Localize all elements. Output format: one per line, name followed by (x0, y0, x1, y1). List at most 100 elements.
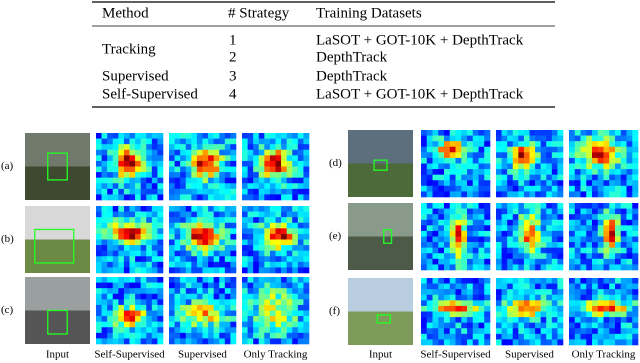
heatmap-cell (557, 311, 564, 318)
input-image (25, 277, 90, 344)
heatmap-cell (615, 208, 622, 215)
heatmap-cell (478, 163, 485, 170)
heatmap-cell (478, 339, 485, 346)
heatmap-cell (597, 185, 604, 192)
heatmap-cell (275, 166, 282, 173)
heatmap-cell (467, 253, 474, 260)
heatmap-cell (140, 228, 147, 235)
heatmap-cell (258, 261, 265, 268)
heatmap-cell (518, 180, 525, 187)
heatmap-cell (157, 293, 164, 300)
heatmap-cell (213, 256, 220, 263)
heatmap-cell (478, 174, 485, 181)
heatmap-cell (444, 236, 451, 243)
heatmap-cell (592, 230, 599, 237)
heatmap-cell (112, 183, 119, 190)
heatmap-cell (484, 135, 491, 142)
heatmap-cell (438, 317, 445, 323)
heatmap-cell (523, 333, 530, 340)
heatmap-cell (135, 239, 141, 246)
heatmap-cell (253, 321, 260, 328)
heatmap-cell (603, 278, 610, 284)
heatmap-cell (507, 278, 514, 284)
heatmap-cell (484, 247, 491, 254)
heatmap-cell (180, 250, 187, 257)
heatmap-cell (213, 228, 220, 235)
strategy-cell: 1 (229, 32, 237, 48)
heatmap-cell (540, 258, 547, 265)
heatmap-cell (129, 194, 136, 201)
heatmap-cell (449, 289, 456, 296)
heatmap-cell (286, 194, 293, 201)
heatmap-cell (286, 138, 293, 145)
heatmap-cell (242, 149, 248, 156)
heatmap-cell (101, 138, 108, 145)
heatmap-cell (484, 169, 491, 175)
heatmap-cell (444, 322, 451, 329)
heatmap-cell (196, 138, 203, 145)
heatmap-cell (597, 294, 604, 301)
heatmap-cell (592, 242, 599, 248)
heatmap-cell (264, 194, 271, 201)
heatmap-cell (551, 253, 558, 260)
heatmap-cell (569, 191, 576, 198)
heatmap-cell (597, 236, 604, 243)
heatmap-cell (202, 250, 209, 257)
heatmap-cell (535, 135, 541, 142)
heatmap-cell (174, 177, 181, 184)
heatmap-cell (213, 267, 220, 274)
heatmap-cell (151, 304, 158, 311)
heatmap-cell (191, 155, 198, 162)
heatmap-cell (551, 322, 558, 329)
heatmap-cell (449, 180, 456, 187)
heatmap-cell (135, 327, 141, 334)
heatmap-cell (169, 321, 175, 328)
heatmap-cell (107, 267, 114, 274)
heatmap-cell (507, 208, 514, 215)
heatmap-cell (580, 208, 587, 215)
heatmap-cell (107, 310, 114, 317)
heatmap-cell (535, 278, 541, 284)
heatmap-cell (557, 289, 564, 296)
heatmap-cell (426, 230, 433, 237)
heatmap-cell (123, 138, 130, 145)
heatmap-cell (609, 163, 616, 170)
heatmap-cell (580, 322, 587, 329)
heatmap-cell (523, 157, 530, 164)
heatmap-cell (191, 239, 198, 246)
heatmap-cell (535, 333, 541, 340)
heatmap-cell (107, 177, 114, 184)
heatmap-cell (586, 311, 593, 318)
heatmap-cell (185, 211, 192, 218)
heatmap-cell (455, 300, 462, 307)
heatmap-cell (157, 217, 164, 224)
heatmap-cell (432, 283, 439, 290)
heatmap-cell (461, 174, 468, 181)
heatmap-cell (196, 293, 203, 300)
heatmap-cell (529, 214, 536, 221)
heatmap-cell (269, 228, 276, 235)
heatmap-cell (484, 253, 491, 260)
heatmap-cell (135, 233, 141, 240)
heatmap-cell (586, 333, 593, 340)
heatmap-cell (438, 203, 445, 209)
heatmap-cell (597, 219, 604, 226)
heatmap-cell (426, 214, 433, 221)
heatmap-cell (242, 293, 248, 300)
heatmap-cell (196, 188, 203, 195)
column-label: Self-Supervised (420, 349, 491, 361)
heatmap-cell (286, 217, 293, 224)
heatmap-cell (258, 149, 265, 156)
heatmap-cell (518, 203, 525, 209)
heatmap-cell (191, 277, 198, 283)
heatmap-cell (219, 321, 226, 328)
heatmap-cell (281, 177, 287, 184)
heatmap-cell (626, 253, 633, 260)
heatmap-cell (569, 328, 576, 335)
heatmap-cell (501, 283, 508, 290)
heatmap-cell (281, 299, 287, 306)
heatmap-cell (96, 332, 102, 339)
heatmap-cell (196, 239, 203, 246)
heatmap-cell (632, 230, 639, 237)
heatmap-cell (461, 225, 468, 232)
